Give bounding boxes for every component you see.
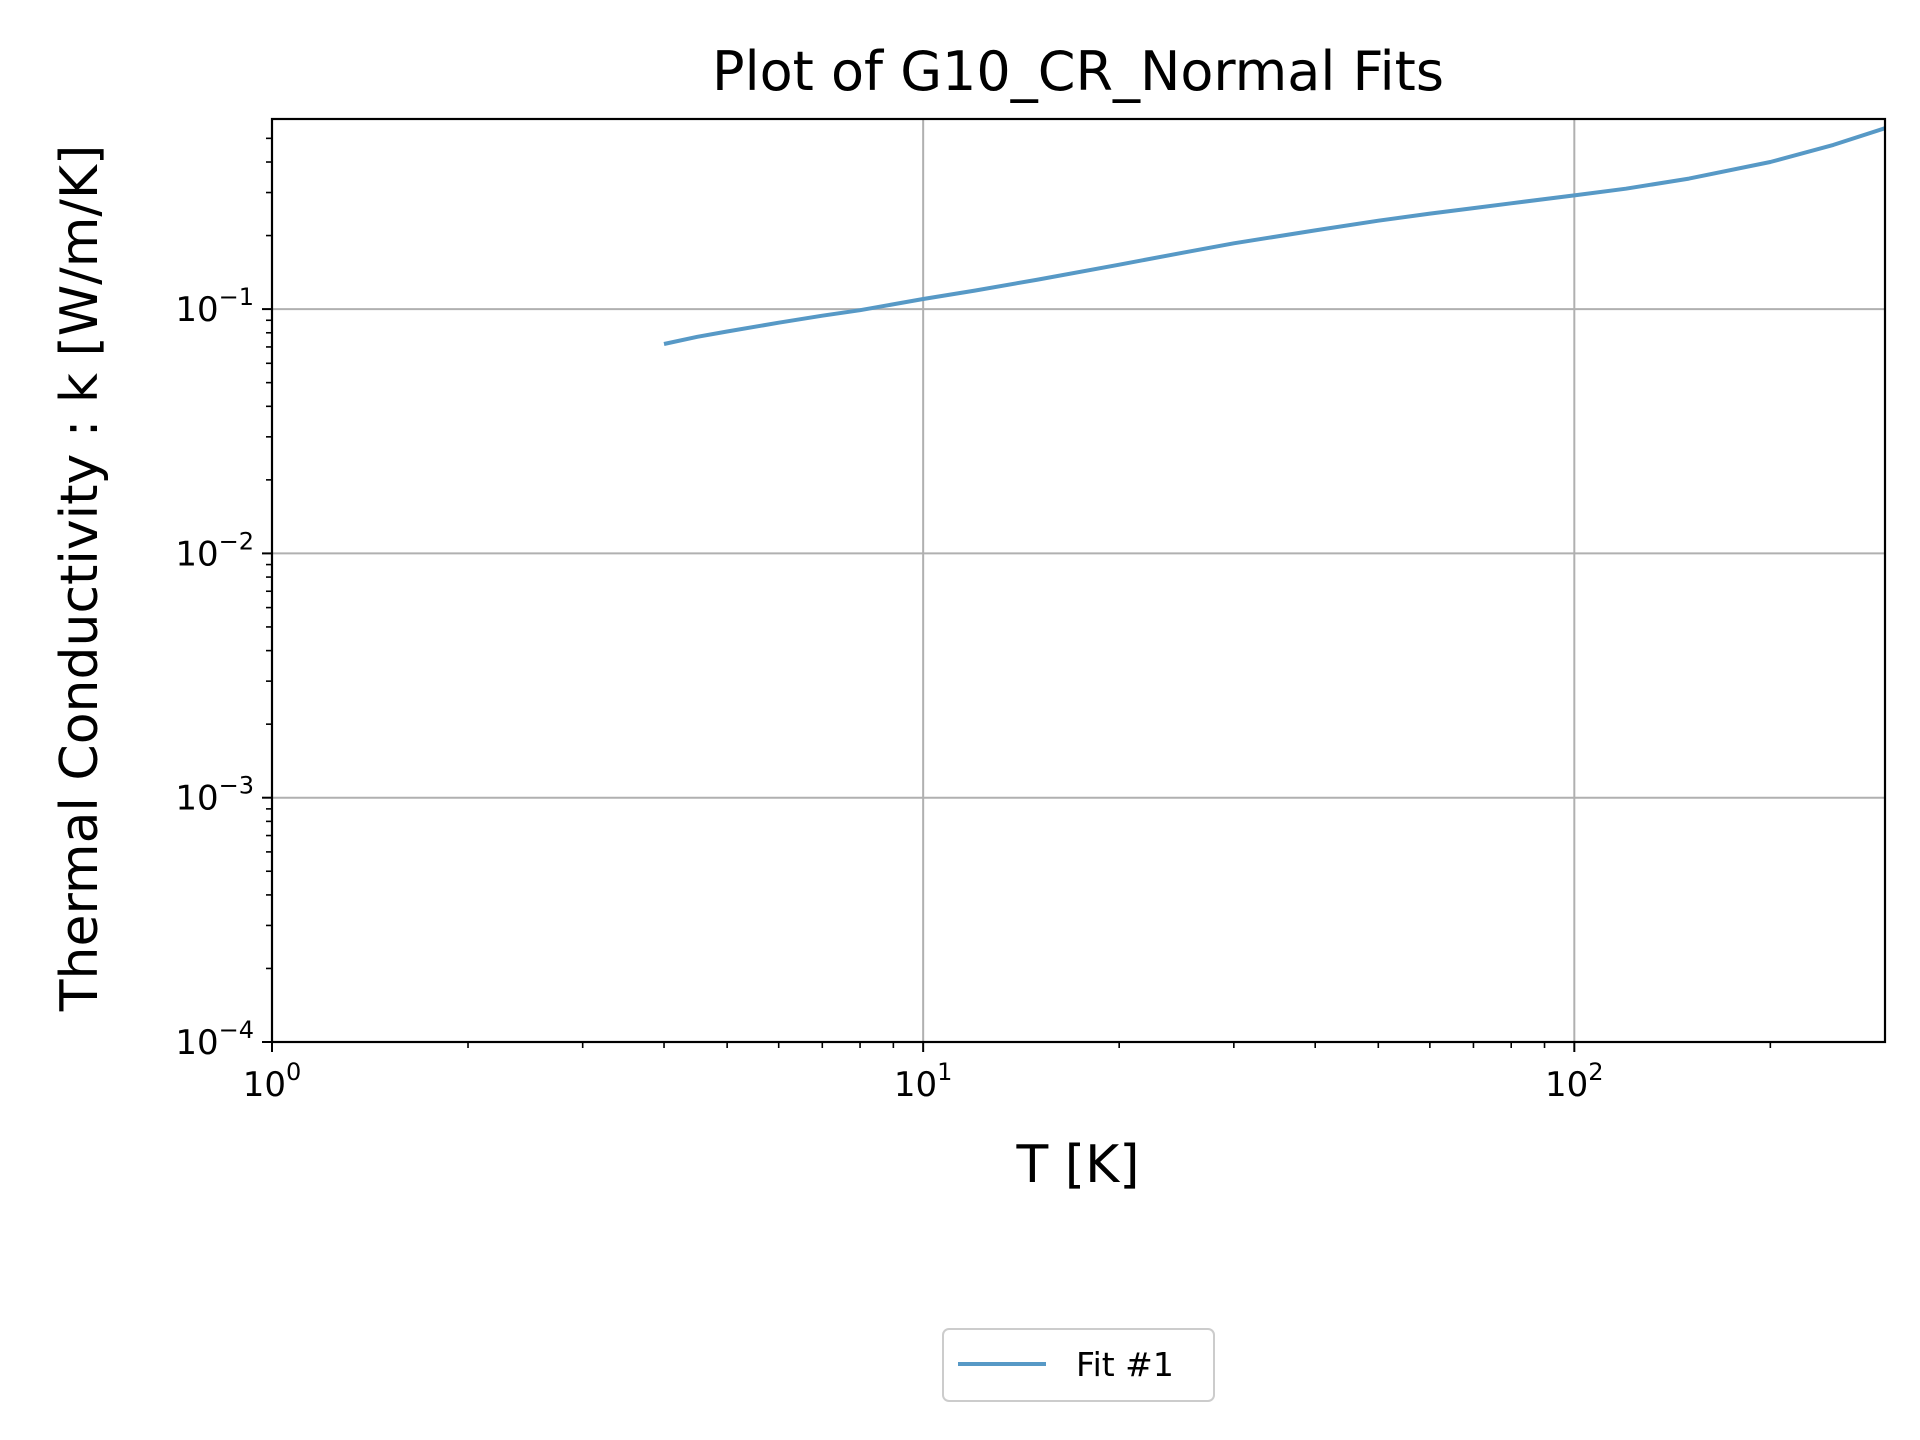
y-tick-label: 10−1 xyxy=(175,283,254,330)
y-tick-labels: 10−4 10−3 10−2 10−1 xyxy=(175,283,254,1063)
x-tick-label: 102 xyxy=(1545,1058,1604,1105)
minor-ticks xyxy=(266,137,1772,1048)
series-layer xyxy=(663,126,1886,346)
y-tick-label: 10−3 xyxy=(175,772,254,819)
legend: Fit #1 xyxy=(942,1328,1215,1402)
legend-label-fit-1: Fit #1 xyxy=(1076,1345,1174,1384)
series-line-fit-1 xyxy=(663,126,1886,346)
y-tick-label: 10−2 xyxy=(175,527,254,574)
x-axis-label: T [K] xyxy=(1016,1135,1140,1195)
y-axis-label: Thermal Conductivity : k [W/m/K] xyxy=(50,145,110,1013)
plot-area-frame xyxy=(270,117,1887,1044)
x-tick-label: 100 xyxy=(243,1058,302,1105)
x-tick-labels: 100 101 102 xyxy=(243,1058,1604,1105)
x-tick-label: 101 xyxy=(894,1058,953,1105)
y-tick-label: 10−4 xyxy=(175,1016,254,1063)
grid-lines xyxy=(272,119,1885,1042)
chart-title: Plot of G10_CR_Normal Fits xyxy=(712,40,1444,103)
major-ticks xyxy=(262,308,1576,1052)
legend-box xyxy=(942,1328,1215,1402)
